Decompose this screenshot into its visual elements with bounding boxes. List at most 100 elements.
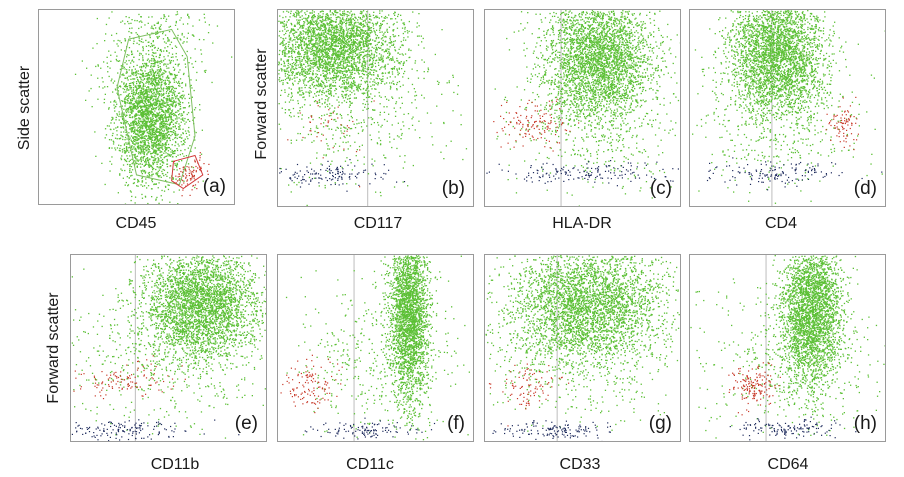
event-point: [293, 29, 296, 32]
event-point: [145, 73, 147, 75]
event-point: [346, 16, 348, 18]
event-point: [300, 36, 302, 38]
event-point: [325, 27, 327, 29]
event-point: [137, 93, 139, 95]
event-point: [303, 17, 305, 19]
event-point: [138, 81, 140, 83]
event-point: [191, 166, 193, 168]
event-point: [155, 101, 157, 103]
event-point: [160, 167, 162, 169]
event-point: [126, 87, 128, 90]
event-point: [116, 134, 118, 136]
event-point: [166, 136, 168, 138]
event-point: [367, 39, 369, 42]
event-point: [145, 178, 147, 180]
event-point: [150, 65, 152, 67]
event-point: [139, 120, 142, 123]
event-point: [302, 33, 304, 35]
event-point: [166, 116, 168, 118]
event-point: [179, 168, 181, 170]
event-point: [182, 107, 185, 109]
event-point: [342, 91, 344, 93]
event-point: [154, 86, 156, 88]
event-point: [287, 19, 290, 21]
event-point: [349, 30, 351, 32]
event-point: [156, 163, 158, 165]
event-point: [134, 131, 136, 133]
event-point: [132, 91, 134, 93]
event-point: [353, 51, 355, 53]
event-point: [142, 72, 144, 74]
event-point: [156, 174, 158, 176]
event-point: [136, 118, 138, 120]
event-point: [184, 117, 186, 120]
event-point: [343, 62, 345, 64]
event-point: [301, 59, 303, 61]
event-point: [174, 63, 177, 65]
event-point: [308, 64, 310, 66]
event-point: [182, 139, 185, 142]
event-point: [184, 169, 186, 171]
event-point: [106, 56, 108, 58]
event-point: [358, 87, 361, 90]
event-point: [353, 57, 355, 60]
event-point: [129, 106, 131, 109]
event-point: [152, 28, 155, 30]
event-point: [340, 29, 342, 31]
event-point: [160, 108, 162, 110]
event-point: [127, 184, 130, 186]
event-point: [166, 50, 168, 52]
event-point: [128, 69, 130, 71]
event-point: [173, 131, 175, 134]
event-point: [155, 131, 157, 133]
event-point: [119, 106, 121, 108]
event-point: [345, 23, 347, 25]
event-point: [155, 76, 157, 79]
event-point: [322, 66, 325, 68]
event-point: [326, 32, 328, 35]
event-point: [149, 101, 151, 103]
event-point: [143, 94, 145, 96]
event-point: [148, 76, 151, 78]
event-point: [154, 101, 156, 103]
event-point: [134, 154, 136, 156]
event-point: [187, 138, 189, 140]
event-point: [150, 119, 152, 121]
event-point: [146, 129, 148, 131]
event-point: [146, 132, 148, 134]
event-point: [170, 131, 173, 133]
event-point: [376, 48, 378, 50]
event-point: [350, 31, 352, 34]
event-point: [136, 166, 138, 168]
panel-label-a: (a): [203, 177, 226, 196]
event-point: [307, 91, 309, 93]
event-point: [147, 78, 149, 81]
event-point: [328, 61, 330, 63]
event-point: [167, 110, 169, 112]
event-point: [148, 81, 151, 83]
event-point: [182, 143, 185, 145]
event-point: [154, 138, 156, 141]
event-point: [283, 70, 286, 73]
event-point: [136, 133, 138, 136]
event-point: [151, 91, 153, 93]
event-point: [130, 78, 132, 80]
event-point: [321, 10, 323, 12]
event-point: [148, 61, 150, 63]
event-point: [186, 179, 189, 181]
event-point: [294, 77, 296, 79]
event-point: [165, 155, 167, 157]
population-red-3: [169, 152, 210, 197]
event-point: [137, 141, 139, 144]
event-point: [117, 90, 120, 92]
event-point: [125, 181, 127, 184]
event-point: [307, 58, 309, 60]
event-point: [334, 41, 336, 43]
event-point: [127, 142, 129, 144]
event-point: [145, 95, 147, 98]
event-point: [182, 42, 184, 44]
event-point: [92, 47, 94, 49]
event-point: [133, 96, 135, 98]
event-point: [153, 83, 155, 85]
event-point: [307, 17, 309, 19]
